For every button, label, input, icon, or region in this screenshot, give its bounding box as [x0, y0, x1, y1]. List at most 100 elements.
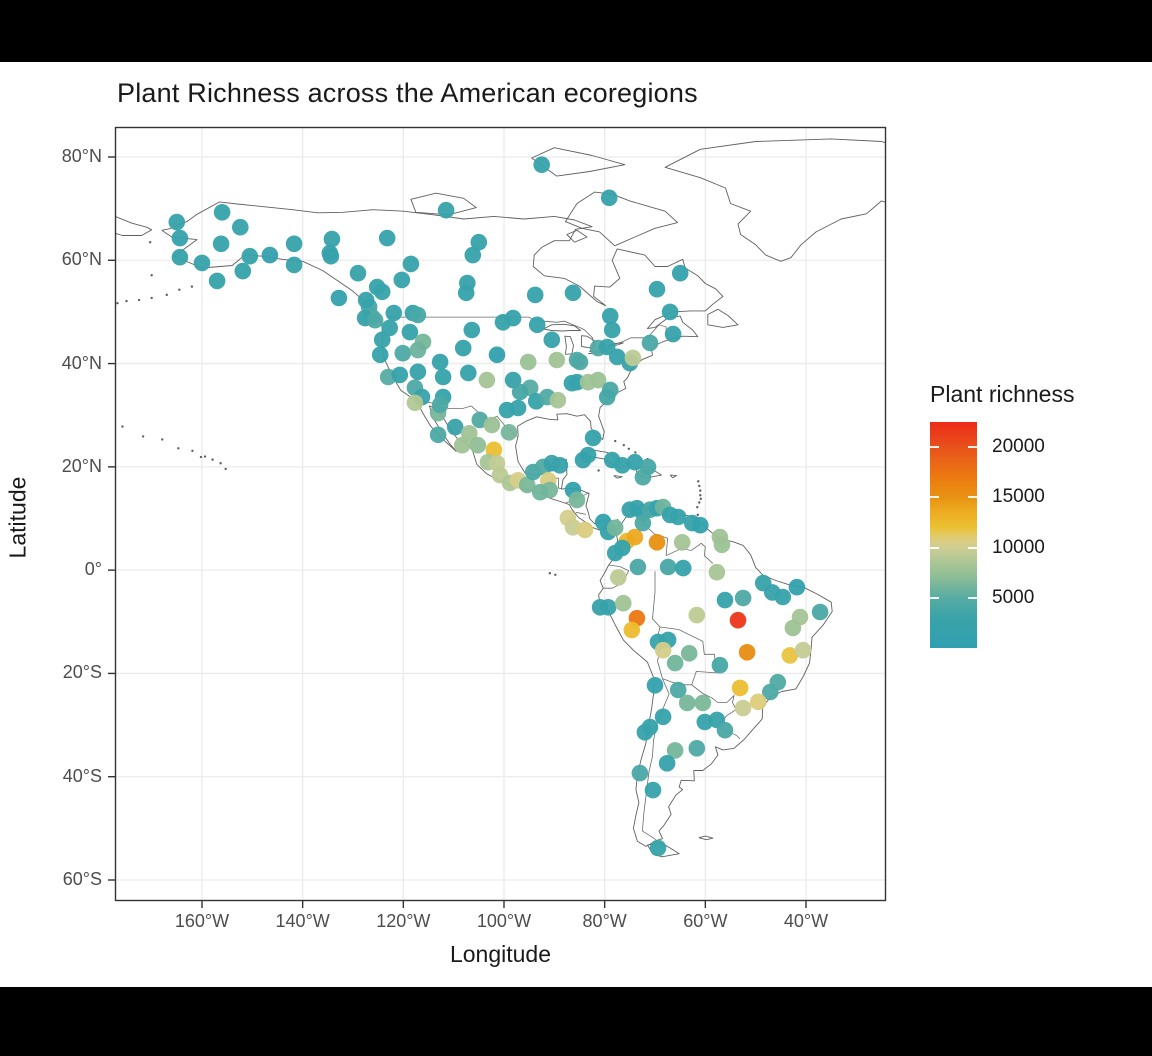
data-point [431, 396, 449, 414]
data-point [409, 306, 427, 324]
small-island [614, 439, 617, 443]
y-tick-label: 80°N [61, 146, 102, 166]
data-point [549, 391, 567, 409]
small-island [219, 462, 222, 465]
data-point [511, 383, 529, 401]
data-point [649, 839, 667, 857]
data-point [669, 681, 687, 699]
data-point [626, 453, 644, 471]
coastline [531, 147, 626, 177]
coastline [564, 191, 679, 247]
small-island [203, 455, 207, 458]
country-border [652, 571, 661, 628]
small-island [125, 299, 128, 303]
coastline [669, 474, 678, 479]
data-point [654, 641, 672, 659]
data-point [391, 366, 409, 384]
data-point [658, 755, 676, 772]
data-point [634, 468, 652, 486]
coastline [564, 335, 574, 355]
small-island [150, 296, 153, 300]
data-point [674, 559, 692, 577]
legend-tick-mark [930, 596, 939, 599]
data-point [713, 536, 731, 554]
data-point [615, 594, 632, 612]
coastline [115, 215, 153, 236]
data-point [661, 303, 679, 321]
small-island [224, 467, 227, 471]
data-point [666, 654, 684, 672]
data-point [794, 641, 812, 659]
data-point [385, 304, 403, 322]
data-point [469, 436, 487, 454]
legend-tick-mark [968, 546, 977, 549]
data-point [402, 255, 420, 273]
data-point [470, 233, 488, 251]
coastline [598, 505, 833, 847]
small-island [150, 274, 153, 277]
y-tick-label: 40°N [61, 352, 102, 373]
data-point [212, 235, 230, 253]
small-island [698, 484, 701, 488]
legend-tick-mark [968, 446, 977, 449]
data-point [485, 441, 503, 459]
data-point [409, 363, 427, 381]
data-point [694, 694, 712, 712]
small-island [699, 494, 702, 497]
y-axis-title: Latitude [4, 476, 31, 559]
small-island [597, 469, 600, 472]
legend-colorbar [930, 422, 977, 648]
small-island [634, 451, 637, 454]
legend-tick-label: 20000 [992, 436, 1045, 458]
data-point [371, 346, 389, 364]
data-point [409, 341, 427, 359]
data-point [666, 742, 684, 759]
small-island [696, 513, 699, 517]
small-island [696, 505, 699, 509]
data-point [478, 371, 496, 389]
country-border [608, 564, 629, 572]
data-point [680, 645, 698, 662]
data-point [437, 201, 455, 219]
data-point [519, 353, 537, 371]
data-point [368, 278, 386, 296]
data-point [731, 679, 749, 697]
data-point [457, 284, 475, 302]
data-point [664, 325, 682, 343]
country-border [641, 660, 670, 841]
data-point [509, 399, 527, 417]
data-point [373, 331, 391, 349]
data-point [321, 244, 339, 262]
x-tick-label: 140°W [275, 911, 330, 931]
data-point [634, 514, 652, 532]
data-point [708, 563, 726, 581]
data-point [232, 218, 249, 236]
small-island [137, 298, 141, 302]
data-point [357, 291, 375, 309]
data-point [673, 534, 691, 551]
data-point [608, 348, 626, 366]
data-point [564, 284, 582, 302]
small-island [699, 497, 703, 501]
small-island [554, 573, 557, 576]
x-tick-label: 60°W [683, 911, 728, 931]
data-point [171, 229, 189, 247]
legend-tick-mark [930, 546, 939, 549]
map-svg [108, 126, 887, 908]
map-panel [108, 126, 887, 908]
data-point [641, 334, 659, 352]
data-point [711, 656, 729, 674]
small-island [148, 241, 152, 244]
data-point [749, 693, 767, 711]
data-point [601, 307, 619, 325]
data-point [788, 578, 806, 596]
data-point [644, 781, 662, 799]
map-layer [115, 127, 886, 901]
legend-tick-mark [930, 496, 939, 499]
small-island [548, 572, 552, 575]
data-point [548, 351, 566, 369]
data-point [500, 424, 518, 441]
data-point [434, 368, 452, 386]
legend-tick-mark [968, 496, 977, 499]
data-point [393, 271, 411, 289]
